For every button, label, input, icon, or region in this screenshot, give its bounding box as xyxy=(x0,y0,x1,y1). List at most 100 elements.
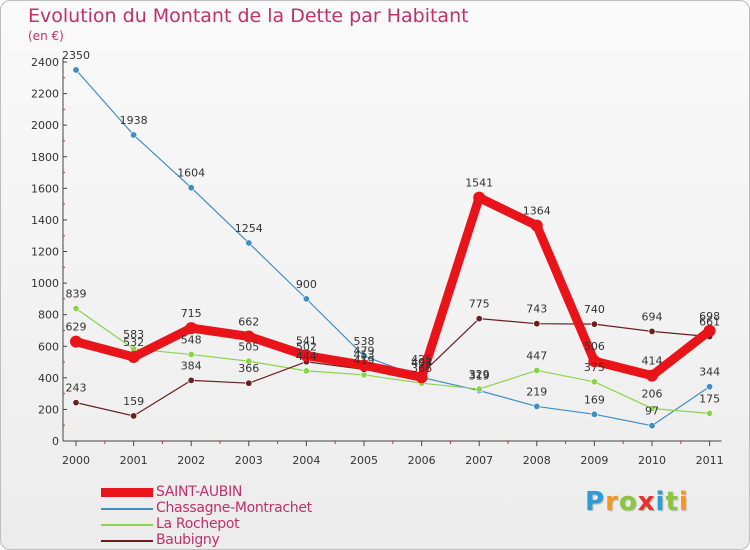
data-point xyxy=(590,320,598,328)
data-point xyxy=(533,402,541,410)
data-label: 506 xyxy=(584,340,605,353)
series-line-0 xyxy=(71,193,715,382)
data-label: 366 xyxy=(238,362,259,375)
data-label: 97 xyxy=(645,405,659,418)
data-label: 425 xyxy=(411,353,432,366)
axes: 0 200 400 600 800 1000 1200 1400 1600 1800 2000 220… xyxy=(31,56,724,467)
data-point xyxy=(187,184,195,192)
x-tick-label: 2000 xyxy=(62,454,90,467)
y-tick-label: 400 xyxy=(38,372,59,385)
data-point xyxy=(302,367,310,375)
data-point xyxy=(533,320,541,328)
data-label: 447 xyxy=(526,349,547,362)
y-tick-label: 1800 xyxy=(31,151,59,164)
data-label: 1938 xyxy=(120,114,148,127)
data-label: 629 xyxy=(66,321,87,334)
data-label: 419 xyxy=(354,354,375,367)
data-label: 403 xyxy=(411,356,432,369)
data-point xyxy=(130,412,138,420)
data-point xyxy=(590,378,598,386)
data-point xyxy=(530,219,543,232)
data-point xyxy=(72,66,80,74)
data-label: 775 xyxy=(469,298,490,311)
data-label: 1541 xyxy=(465,177,493,190)
data-point xyxy=(473,191,486,204)
data-label: 715 xyxy=(181,307,202,320)
data-label: 740 xyxy=(584,303,605,316)
x-tick-label: 2005 xyxy=(350,454,378,467)
y-tick-label: 0 xyxy=(52,435,59,448)
data-point xyxy=(300,349,313,362)
data-point xyxy=(590,410,598,418)
y-tick-label: 800 xyxy=(38,309,59,322)
x-tick-label: 2010 xyxy=(638,454,666,467)
legend-label: SAINT-AUBIN xyxy=(156,484,243,500)
data-label: 502 xyxy=(296,341,317,354)
x-tick-label: 2008 xyxy=(523,454,551,467)
y-tick-label: 1000 xyxy=(31,277,59,290)
logo-letter: o xyxy=(618,487,638,517)
data-label: 243 xyxy=(66,382,87,395)
data-point xyxy=(588,355,601,368)
legend-swatch-baubigny xyxy=(101,540,153,542)
logo-letter: r xyxy=(605,487,619,517)
y-tick-label: 1600 xyxy=(31,182,59,195)
data-point xyxy=(415,371,428,384)
data-point xyxy=(245,357,253,365)
data-point xyxy=(72,305,80,313)
data-label: 169 xyxy=(584,393,605,406)
data-label: 175 xyxy=(699,392,720,405)
y-tick-label: 2400 xyxy=(31,56,59,69)
x-tick-label: 2011 xyxy=(696,454,724,467)
x-tick-label: 2002 xyxy=(177,454,205,467)
y-tick-label: 1400 xyxy=(31,214,59,227)
legend-label: Baubigny xyxy=(156,532,220,548)
data-label: 1604 xyxy=(177,167,205,180)
x-tick-label: 2006 xyxy=(408,454,436,467)
data-point xyxy=(127,350,140,363)
data-label: 404 xyxy=(411,356,432,369)
data-label: 219 xyxy=(526,385,547,398)
data-label: 583 xyxy=(123,328,144,341)
x-tick-label: 2009 xyxy=(580,454,608,467)
data-label: 839 xyxy=(66,288,87,301)
data-label: 384 xyxy=(181,359,202,372)
data-point xyxy=(475,385,483,393)
x-tick-label: 2001 xyxy=(120,454,148,467)
data-point xyxy=(358,359,370,372)
chart-subtitle: (en €) xyxy=(28,29,64,43)
logo-letter: P xyxy=(585,487,606,517)
data-label: 329 xyxy=(469,368,490,381)
data-point xyxy=(245,239,253,247)
logo-letter: x xyxy=(637,487,656,517)
x-tick-label: 2004 xyxy=(292,454,320,467)
data-point xyxy=(533,366,541,374)
data-label: 206 xyxy=(642,387,663,400)
data-point xyxy=(242,330,255,343)
series-line-2 xyxy=(75,307,711,414)
data-point xyxy=(302,295,310,303)
data-point xyxy=(130,131,138,139)
data-label: 344 xyxy=(699,366,720,379)
data-point xyxy=(475,315,483,323)
legend-label: La Rochepot xyxy=(156,516,240,532)
series-lines xyxy=(70,66,716,430)
data-label: 694 xyxy=(642,310,663,323)
data-point xyxy=(245,379,253,387)
data-point xyxy=(648,404,656,412)
y-tick-label: 1200 xyxy=(31,246,59,259)
y-tick-label: 600 xyxy=(38,340,59,353)
data-label: 479 xyxy=(354,344,375,357)
logo-letter: t xyxy=(665,487,679,517)
legend-swatch-saint-aubin xyxy=(101,488,153,497)
data-point xyxy=(70,335,82,348)
data-label: 2350 xyxy=(62,49,90,62)
data-point xyxy=(648,422,656,430)
data-label: 662 xyxy=(238,315,259,328)
proxiti-logo: Proxiti xyxy=(585,487,689,517)
data-label: 532 xyxy=(123,336,144,349)
x-tick-label: 2003 xyxy=(235,454,263,467)
data-point xyxy=(187,350,195,358)
data-label: 698 xyxy=(699,310,720,323)
